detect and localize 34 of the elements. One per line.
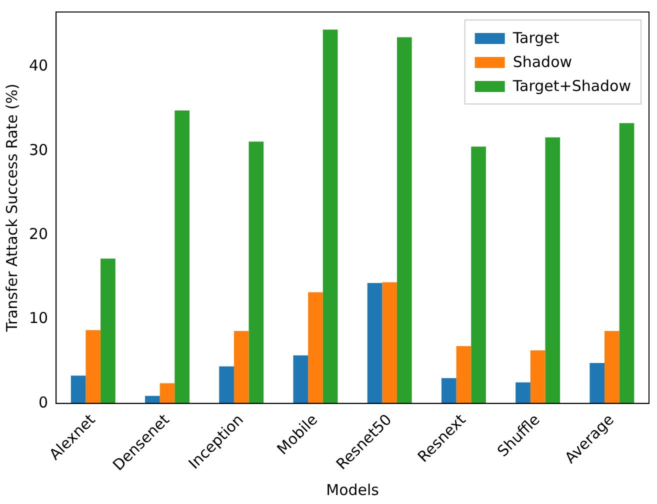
y-tick-label: 30: [28, 140, 48, 159]
bar: [248, 142, 264, 404]
bar: [322, 30, 338, 404]
bar: [590, 362, 605, 404]
bar: [441, 378, 456, 404]
bar: [86, 330, 101, 404]
legend-label: Target: [512, 28, 560, 47]
bar: [456, 346, 472, 404]
bar: [174, 110, 190, 404]
legend-label: Target+Shadow: [512, 76, 632, 95]
bar: [234, 331, 249, 404]
bar: [382, 282, 398, 404]
y-axis-title: Transfer Attack Success Rate (%): [2, 84, 21, 333]
bar: [145, 396, 160, 404]
bar: [367, 283, 382, 404]
bar: [293, 355, 308, 404]
bar: [516, 382, 530, 404]
bar: [530, 350, 546, 404]
y-tick-label: 0: [38, 393, 48, 412]
y-tick-label: 40: [28, 56, 48, 75]
y-tick-label: 20: [28, 224, 48, 243]
bar: [545, 137, 560, 404]
bar: [619, 123, 634, 404]
bar: [397, 37, 412, 404]
legend-label: Shadow: [512, 52, 572, 71]
x-axis-title: Models: [326, 480, 380, 499]
bar: [308, 292, 323, 404]
bar: [70, 376, 86, 404]
bar: [471, 146, 486, 404]
bar: [604, 331, 620, 404]
bar: [160, 383, 175, 404]
bar: [100, 258, 116, 404]
y-tick-label: 10: [28, 309, 48, 328]
bar: [219, 366, 234, 404]
